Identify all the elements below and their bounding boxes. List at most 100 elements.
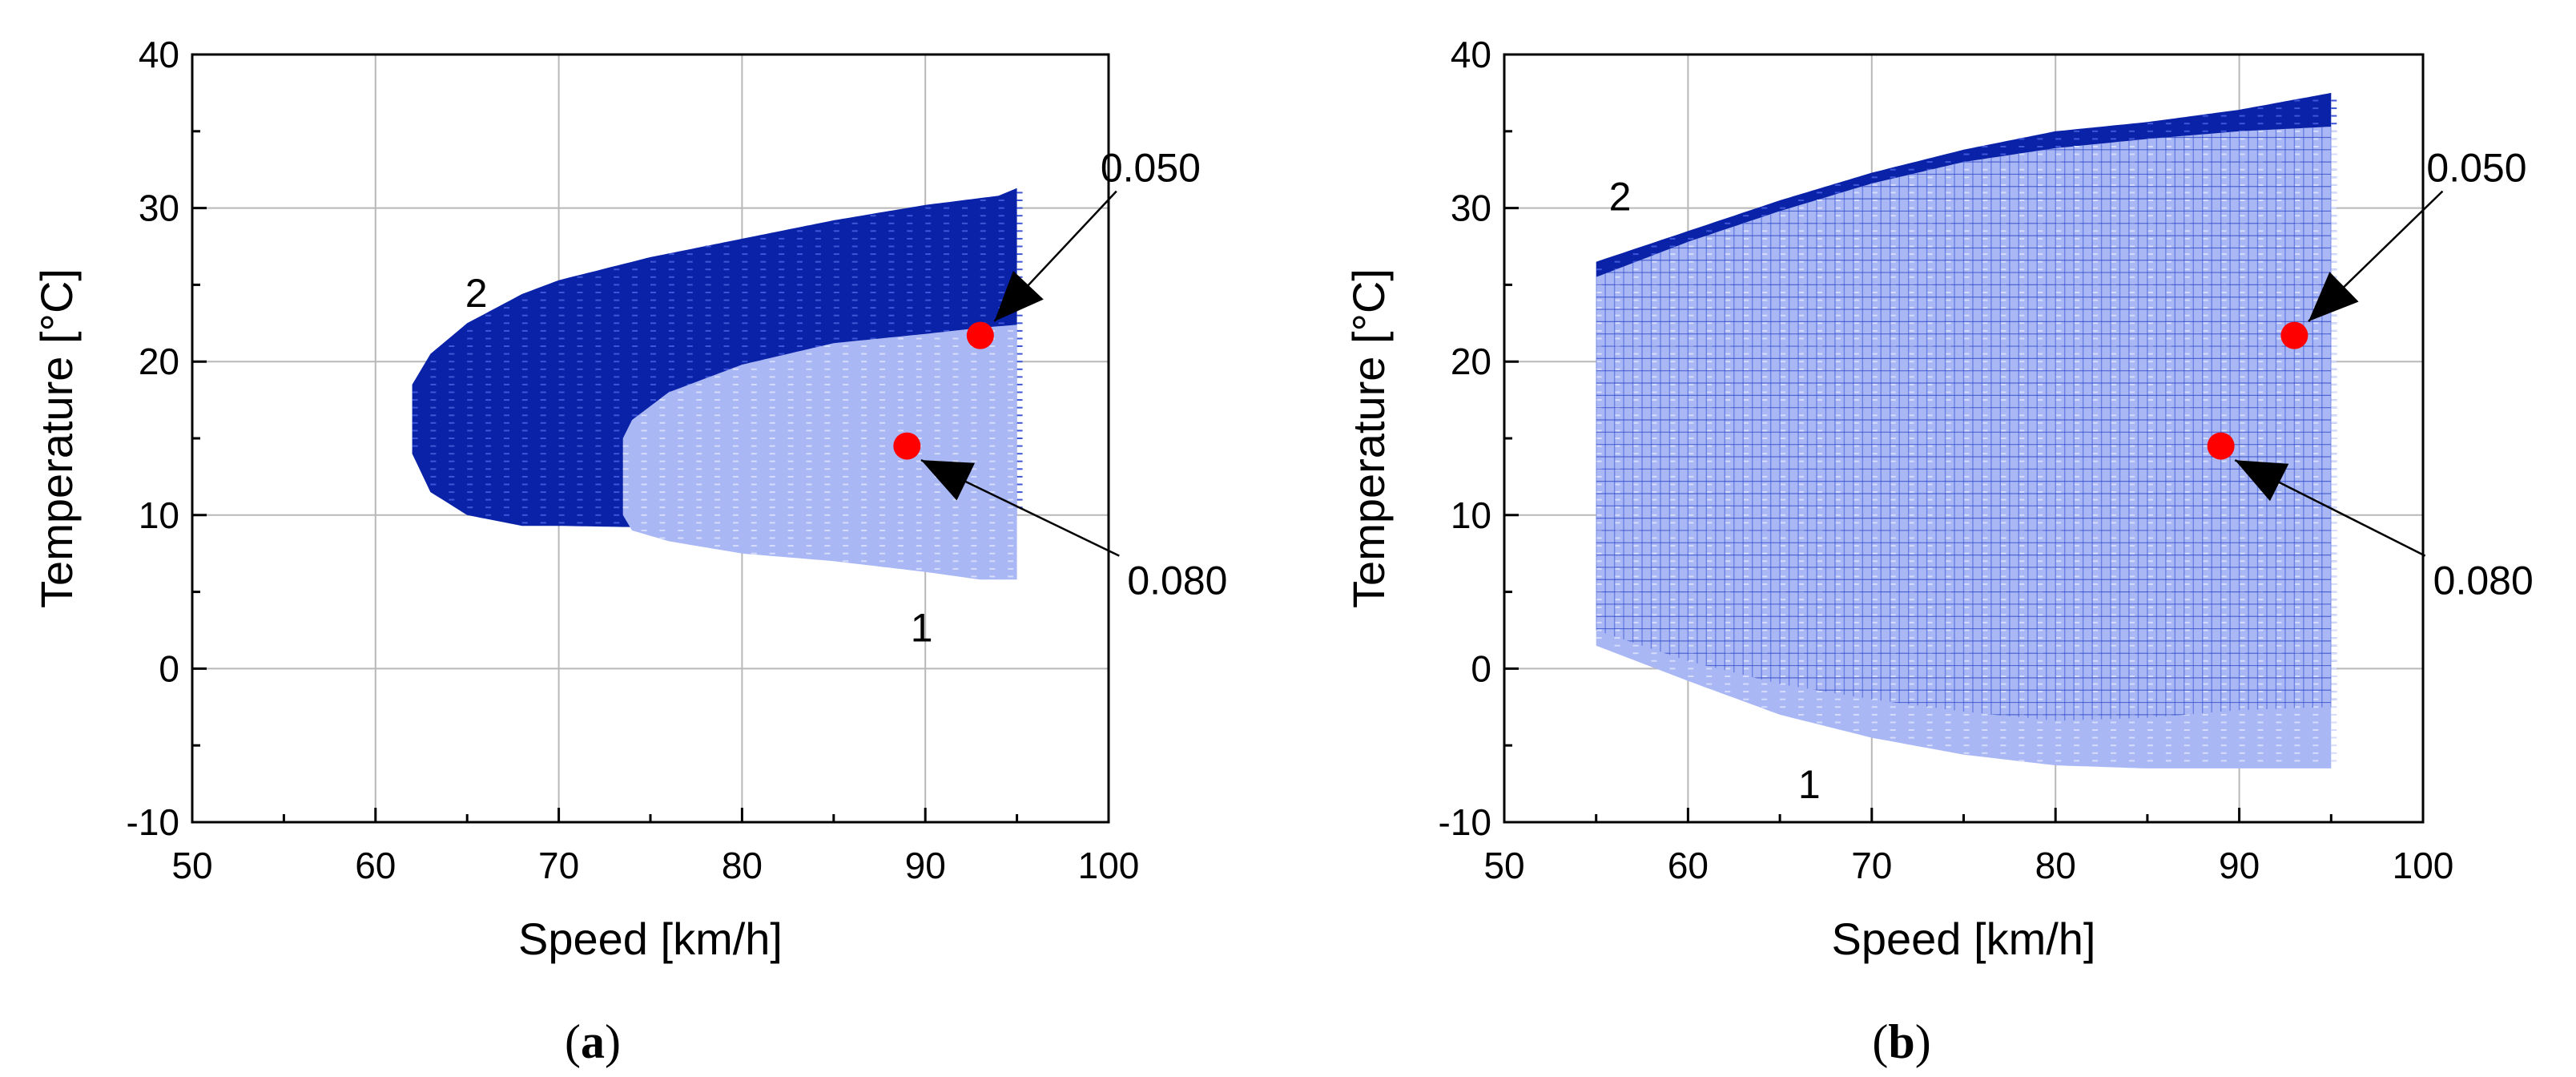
data-point — [632, 376, 638, 378]
data-point — [540, 430, 546, 432]
data-point — [888, 314, 895, 317]
regions — [1596, 92, 2337, 768]
data-point — [897, 537, 904, 539]
data-point — [797, 260, 803, 263]
data-point — [916, 537, 922, 539]
data-point — [504, 368, 509, 370]
data-point — [952, 353, 959, 355]
data-point — [916, 376, 922, 378]
data-point — [2239, 706, 2245, 708]
data-point — [659, 522, 666, 524]
data-point — [2092, 721, 2099, 724]
data-point — [1945, 729, 1951, 731]
data-point — [1853, 683, 1859, 685]
x-tick-label: 60 — [355, 845, 396, 886]
data-point — [989, 468, 996, 470]
data-point — [1871, 676, 1878, 677]
data-point — [595, 383, 602, 385]
data-point — [1890, 698, 1896, 700]
data-point — [622, 498, 629, 501]
data-point — [769, 438, 775, 439]
data-point — [1651, 253, 1657, 256]
data-point — [485, 453, 492, 455]
data-point — [733, 438, 739, 439]
data-point — [595, 399, 602, 401]
data-point — [2037, 691, 2043, 693]
data-point — [2019, 744, 2025, 747]
data-point — [1908, 706, 1914, 708]
data-point — [714, 376, 721, 378]
data-point — [558, 475, 565, 478]
data-point — [916, 383, 922, 385]
data-point — [577, 406, 583, 409]
data-point — [430, 422, 437, 424]
data-point — [2331, 99, 2337, 102]
data-point — [2294, 691, 2300, 693]
data-point — [989, 361, 996, 363]
data-point — [2220, 760, 2227, 762]
data-point — [989, 530, 996, 531]
data-point — [714, 430, 721, 432]
data-point — [1016, 376, 1023, 378]
data-point — [1926, 729, 1933, 731]
data-point — [696, 399, 702, 401]
data-point — [449, 422, 455, 424]
data-point — [650, 329, 656, 332]
data-point — [1761, 698, 1768, 700]
data-point — [1016, 453, 1023, 455]
data-point — [641, 422, 647, 424]
data-point — [843, 530, 849, 531]
data-point — [467, 453, 473, 455]
data-point — [449, 345, 455, 347]
data-point — [897, 491, 904, 494]
data-point — [686, 368, 693, 370]
data-point — [824, 406, 831, 409]
data-point — [2257, 683, 2264, 685]
data-point — [1853, 698, 1859, 700]
data-point — [879, 560, 885, 563]
data-point — [540, 438, 546, 439]
data-point — [1871, 706, 1878, 708]
data-point — [467, 353, 473, 355]
data-point — [2220, 721, 2227, 724]
data-point — [540, 361, 546, 363]
data-point — [971, 430, 977, 432]
data-point — [806, 368, 812, 370]
data-point — [907, 245, 913, 248]
data-point — [925, 245, 932, 248]
data-point — [696, 460, 702, 462]
data-point — [2331, 721, 2337, 724]
data-point — [1817, 706, 1822, 708]
data-point — [806, 406, 812, 409]
data-point — [2276, 683, 2282, 685]
data-point — [1817, 676, 1822, 677]
data-point — [815, 237, 821, 240]
data-point — [925, 222, 932, 224]
data-point — [650, 353, 656, 355]
data-point — [833, 322, 839, 325]
data-point — [577, 514, 583, 516]
data-point — [2129, 683, 2135, 685]
data-point — [678, 445, 684, 447]
data-point — [430, 361, 437, 363]
data-point — [2202, 691, 2208, 693]
data-point — [989, 353, 996, 355]
data-point — [1008, 353, 1014, 355]
data-point — [696, 498, 702, 501]
data-point — [504, 475, 509, 478]
data-point — [944, 253, 950, 256]
data-point — [577, 383, 583, 385]
data-point — [1982, 736, 1988, 739]
data-point — [1982, 698, 1988, 700]
data-point — [971, 498, 977, 501]
data-point — [952, 337, 959, 340]
data-point — [861, 376, 867, 378]
data-point — [595, 276, 602, 278]
data-point — [843, 345, 849, 347]
data-point — [467, 445, 473, 447]
data-point — [467, 498, 473, 501]
data-point — [980, 237, 986, 240]
data-point — [787, 422, 794, 424]
data-point — [1016, 406, 1023, 409]
data-point — [760, 329, 767, 332]
